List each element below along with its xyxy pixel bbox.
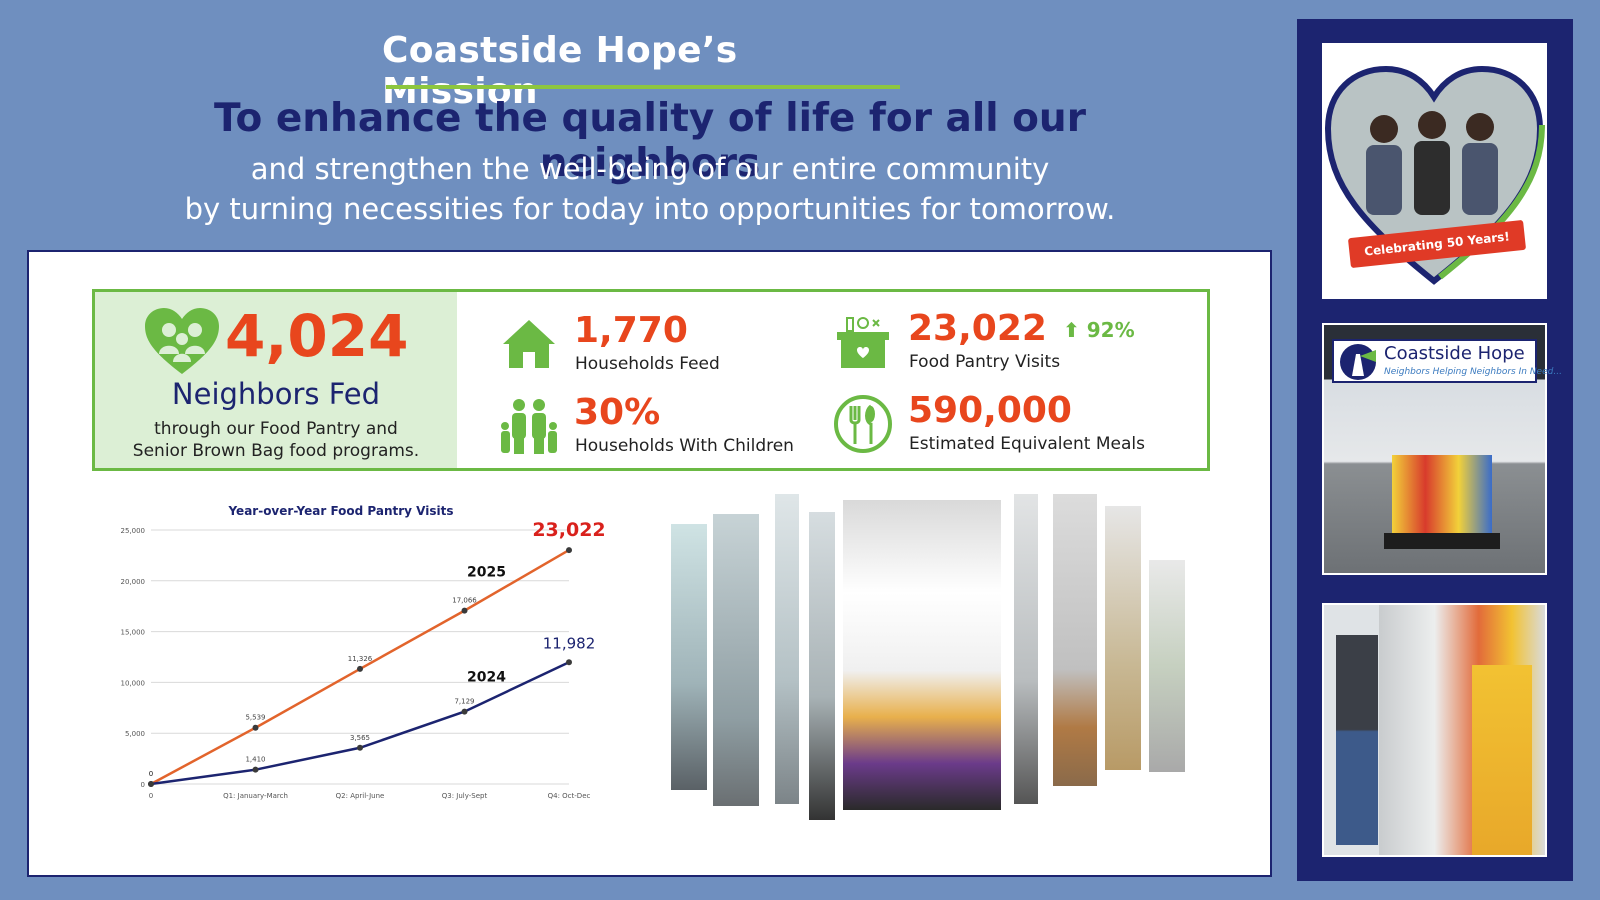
data-point bbox=[148, 781, 154, 787]
x-tick-label: 0 bbox=[149, 792, 153, 800]
data-point bbox=[252, 724, 259, 731]
mission-title: Coastside Hope’s Mission bbox=[382, 30, 738, 112]
children-value: 30% bbox=[574, 392, 661, 433]
neighbors-fed-desc: through our Food Pantry and Senior Brown… bbox=[95, 418, 457, 462]
house-icon bbox=[503, 320, 555, 368]
x-tick-label: Q3: July-Sept bbox=[442, 792, 488, 800]
photo-strip bbox=[1105, 506, 1141, 770]
family-icon bbox=[501, 399, 557, 454]
data-label: 0 bbox=[149, 770, 153, 778]
pantry-trend: ⬆ 92% bbox=[1063, 318, 1135, 342]
photo-strip bbox=[1014, 494, 1038, 804]
data-label: 11,326 bbox=[348, 655, 373, 663]
y-tick-label: 5,000 bbox=[125, 730, 145, 738]
data-point bbox=[566, 547, 572, 554]
mission-line-1: and strengthen the well-being of our ent… bbox=[250, 152, 1050, 186]
pantry-visits-value: 23,022 bbox=[908, 308, 1047, 349]
data-label: 3,565 bbox=[350, 734, 370, 742]
desc-line-1: through our Food Pantry and bbox=[154, 419, 398, 439]
data-label: 23,022 bbox=[532, 519, 605, 541]
data-label: 17,066 bbox=[452, 597, 477, 605]
meals-value: 590,000 bbox=[908, 390, 1072, 431]
x-tick-label: Q2: April-June bbox=[336, 792, 385, 800]
photo-strip bbox=[1149, 560, 1185, 772]
storefront-photo: Coastside Hope Neighbors Helping Neighbo… bbox=[1322, 323, 1562, 575]
photo-column: Celebrating 50 Years! Coastside Hope Nei… bbox=[1297, 19, 1573, 881]
neighbors-fed-label: Neighbors Fed bbox=[171, 377, 381, 411]
y-tick-label: 20,000 bbox=[121, 578, 146, 586]
data-label: 7,129 bbox=[454, 698, 474, 706]
pantry-photo-strips bbox=[671, 492, 1191, 822]
truck-unloading-photo bbox=[1322, 603, 1547, 857]
sign-tagline: Neighbors Helping Neighbors In Need... bbox=[1384, 367, 1562, 377]
data-point bbox=[357, 744, 363, 751]
y-tick-label: 25,000 bbox=[121, 527, 146, 535]
data-point bbox=[566, 659, 572, 666]
hero-stat: 4,024 Neighbors Fed through our Food Pan… bbox=[95, 292, 457, 468]
sign-name: Coastside Hope bbox=[1384, 343, 1525, 364]
lighthouse-logo-icon bbox=[1340, 344, 1376, 380]
volunteer-photo bbox=[843, 500, 1001, 810]
meals-label: Estimated Equivalent Meals bbox=[909, 434, 1145, 454]
photo-strip bbox=[713, 514, 759, 806]
households-label: Households Feed bbox=[575, 354, 720, 374]
plate-utensils-icon bbox=[834, 395, 892, 453]
x-tick-label: Q4: Oct-Dec bbox=[548, 792, 591, 800]
x-tick-label: Q1: January-March bbox=[223, 792, 288, 800]
stats-box: 4,024 Neighbors Fed through our Food Pan… bbox=[92, 289, 1210, 471]
mission-headline: To enhance the quality of life for all o… bbox=[214, 96, 1086, 186]
series-name-label: 2024 bbox=[467, 670, 506, 686]
data-label: 0 bbox=[149, 770, 153, 778]
series-name-label: 2025 bbox=[467, 565, 506, 581]
cart-base bbox=[1384, 533, 1500, 549]
grocery-box-icon bbox=[837, 317, 889, 368]
chart-svg: Year-over-Year Food Pantry Visits 0 5,000 1… bbox=[121, 504, 606, 800]
mission-line-2: by turning necessities for today into op… bbox=[184, 192, 1116, 226]
data-point bbox=[461, 708, 468, 715]
pantry-visits-chart: Year-over-Year Food Pantry Visits 0 5,000 1… bbox=[119, 500, 639, 830]
pantry-trend-value: 92% bbox=[1086, 318, 1135, 342]
title-underline bbox=[386, 85, 900, 89]
y-tick-label: 0 bbox=[141, 781, 145, 789]
data-label: 5,539 bbox=[245, 714, 265, 722]
y-tick-label: 10,000 bbox=[121, 679, 146, 687]
pantry-visits-label: Food Pantry Visits bbox=[909, 352, 1061, 372]
food-cart bbox=[1392, 455, 1492, 535]
family-heart-icon bbox=[145, 308, 219, 374]
data-label: 1,410 bbox=[245, 756, 265, 764]
main-panel: 4,024 Neighbors Fed through our Food Pan… bbox=[27, 250, 1272, 877]
photo-strip bbox=[809, 512, 835, 820]
photo-strip bbox=[1053, 494, 1097, 786]
storefront-sign: Coastside Hope Neighbors Helping Neighbo… bbox=[1332, 339, 1562, 383]
photo-strip bbox=[671, 524, 707, 790]
data-point bbox=[461, 607, 468, 614]
neighbors-fed-value: 4,024 bbox=[225, 302, 409, 370]
households-value: 1,770 bbox=[574, 310, 688, 351]
staff-heart-photo: Celebrating 50 Years! bbox=[1322, 43, 1547, 299]
volunteer-figure bbox=[1336, 635, 1378, 845]
series-line-2024 bbox=[150, 661, 570, 786]
data-label: 11,982 bbox=[543, 634, 596, 652]
data-point bbox=[252, 766, 259, 773]
children-label: Households With Children bbox=[575, 436, 794, 456]
chart-title: Year-over-Year Food Pantry Visits bbox=[227, 504, 453, 518]
desc-line-2: Senior Brown Bag food programs. bbox=[132, 441, 420, 461]
data-point bbox=[357, 665, 363, 672]
y-tick-label: 15,000 bbox=[121, 629, 146, 637]
up-arrow-icon: ⬆ bbox=[1063, 318, 1080, 342]
forklift bbox=[1472, 665, 1532, 855]
photo-strip bbox=[775, 494, 799, 804]
